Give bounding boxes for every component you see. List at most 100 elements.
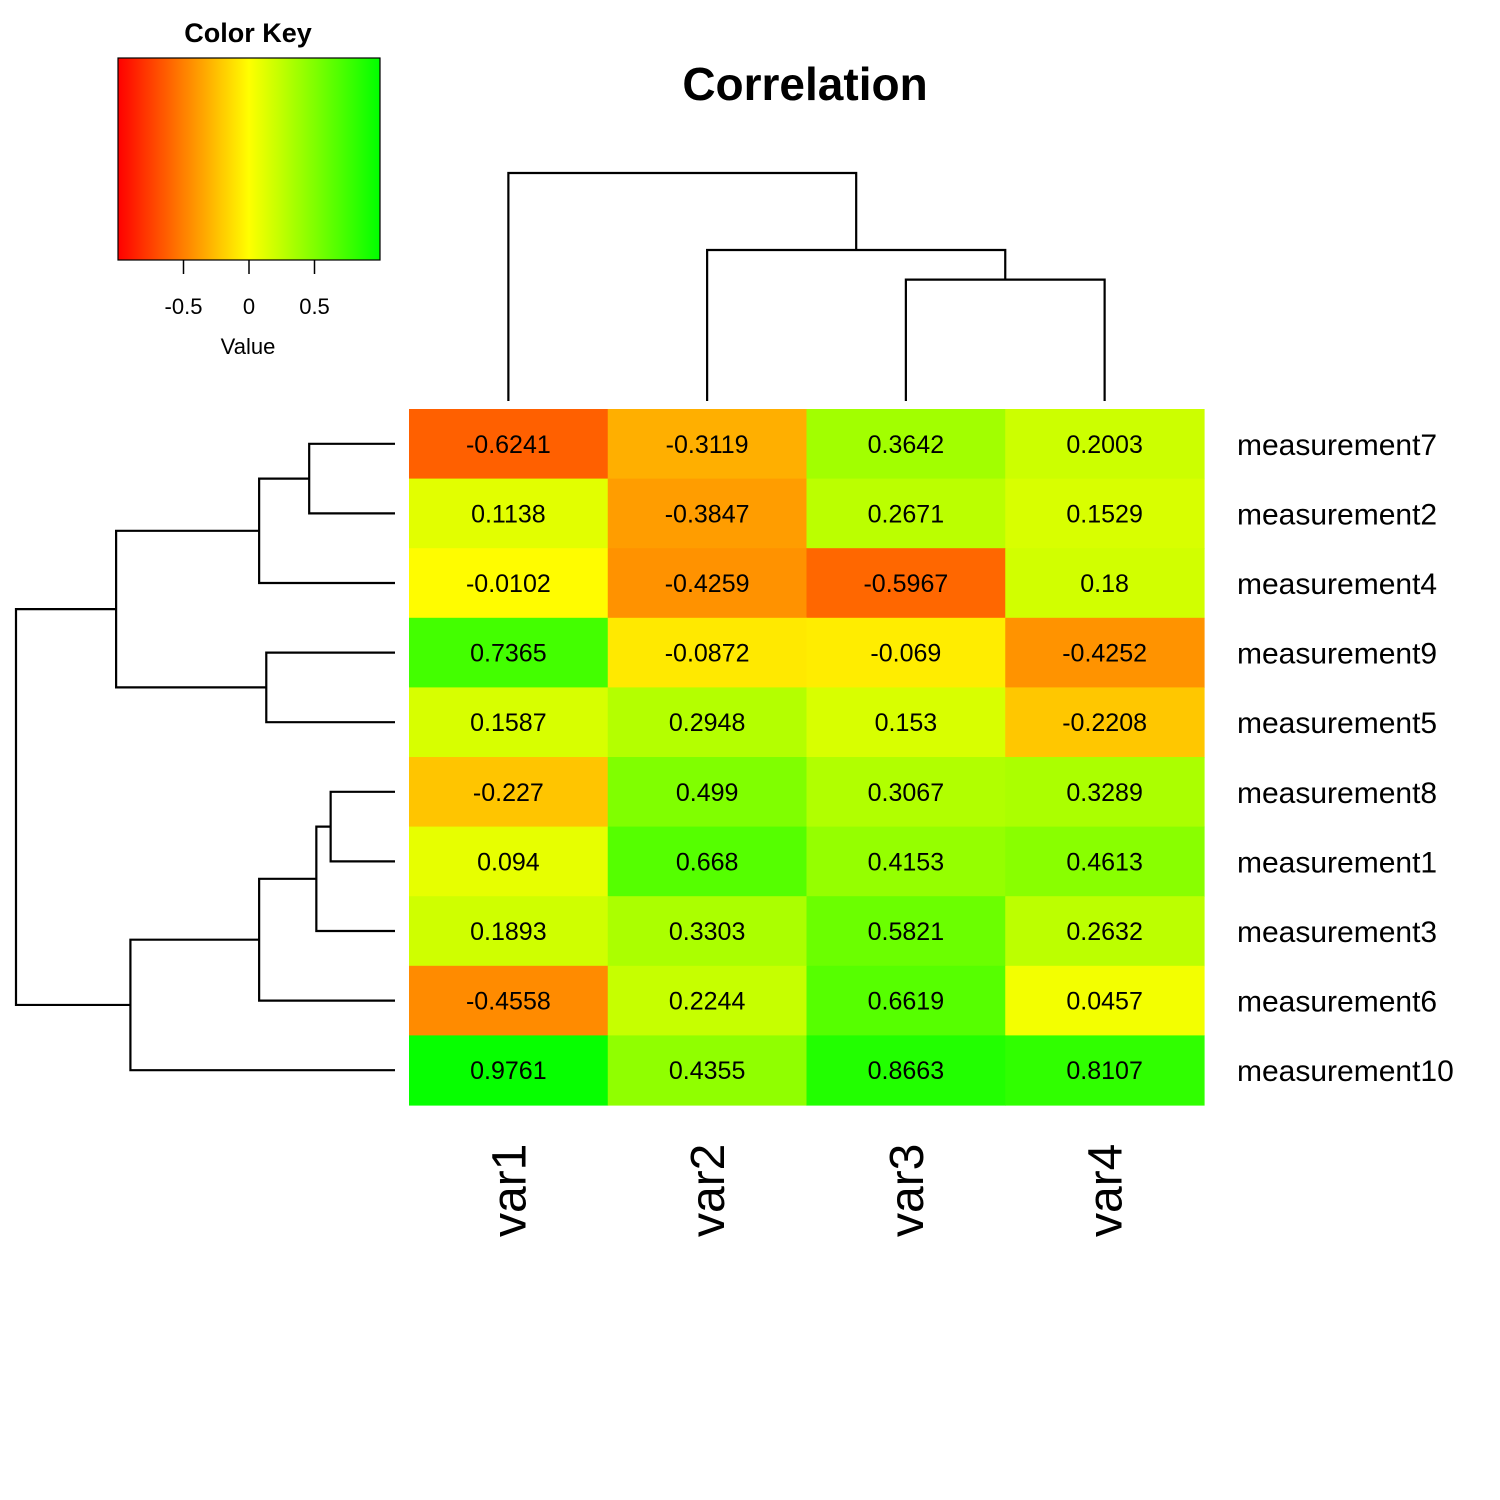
cell-value-label: -0.0872	[665, 640, 750, 668]
cell-value-label: 0.668	[676, 848, 739, 876]
heatmap-cells: -0.6241 -0.3119 0.3642 0.2003 0.1138 -0.3847 0…	[409, 409, 1205, 1106]
heatmap-cell	[409, 548, 609, 619]
heatmap-cell	[607, 896, 808, 967]
heatmap-cell	[806, 409, 1006, 480]
heatmap-cell	[1005, 965, 1205, 1036]
cell-value-label: 0.5821	[868, 918, 944, 946]
heatmap-cell	[1005, 409, 1205, 480]
cell-value-label: 0.2003	[1066, 431, 1142, 459]
column-label: var3	[881, 1144, 934, 1237]
row-dendrogram-branch	[129, 938, 395, 1072]
cell-value-label: 0.1893	[470, 918, 546, 946]
cell-value-label: 0.3289	[1066, 779, 1142, 807]
heatmap-cell	[1005, 617, 1205, 688]
row-label: measurement2	[1237, 498, 1437, 531]
row-dendrogram-branch	[14, 608, 131, 1007]
heatmap-cell	[806, 617, 1006, 688]
row-dendrogram-branch	[265, 651, 395, 724]
cell-value-label: 0.2671	[868, 500, 944, 528]
cell-value-label: -0.5967	[863, 570, 948, 598]
heatmap-cell	[1005, 1035, 1205, 1106]
cell-value-label: 0.1138	[471, 500, 546, 528]
chart-title: Correlation	[682, 58, 927, 110]
color-key-title: Color Key	[184, 18, 312, 48]
heatmap-cell	[607, 757, 808, 828]
row-dendrogram-branch	[115, 529, 267, 689]
heatmap-cell	[806, 1035, 1006, 1106]
cell-value-label: 0.3067	[868, 779, 944, 807]
cell-value-label: 0.3303	[669, 918, 745, 946]
cell-value-label: 0.4355	[669, 1057, 745, 1085]
column-dendrogram-branch	[507, 171, 858, 401]
column-dendrogram-branch	[706, 248, 1007, 401]
row-dendrogram-branch	[258, 477, 395, 585]
heatmap-cell	[409, 896, 609, 967]
cell-value-label: 0.7365	[470, 640, 546, 668]
cell-value-label: -0.3847	[665, 500, 750, 528]
heatmap-cell	[607, 826, 808, 897]
row-dendrogram-branch	[329, 790, 395, 863]
column-label: var2	[682, 1144, 735, 1237]
heatmap-cell	[607, 478, 808, 549]
row-label: measurement8	[1237, 777, 1437, 810]
cell-value-label: 0.6619	[868, 988, 944, 1016]
heatmap-cell	[607, 1035, 808, 1106]
cell-value-label: 0.4613	[1066, 848, 1142, 876]
cell-value-label: 0.153	[875, 709, 938, 737]
cell-value-label: 0.9761	[470, 1057, 546, 1085]
row-labels: measurement7 measurement2 measurement4 meas…	[1237, 429, 1454, 1088]
heatmap-cell	[409, 478, 609, 549]
cell-value-label: 0.094	[477, 848, 540, 876]
heatmap-cell	[1005, 478, 1205, 549]
row-label: measurement4	[1237, 568, 1437, 601]
heatmap-cell	[806, 826, 1006, 897]
color-key: Color Key -0.5 0 0.5 Value	[117, 18, 381, 359]
heatmap-cell	[1005, 826, 1205, 897]
cell-value-label: -0.0102	[466, 570, 551, 598]
cell-value-label: -0.2208	[1062, 709, 1147, 737]
row-label: measurement10	[1237, 1055, 1454, 1088]
heatmap-cell	[409, 617, 609, 688]
cell-value-label: 0.2632	[1066, 918, 1142, 946]
cell-value-label: 0.3642	[868, 431, 944, 459]
row-label: measurement1	[1237, 846, 1437, 879]
row-label: measurement6	[1237, 986, 1437, 1019]
heatmap-cell	[607, 687, 808, 758]
cell-value-label: 0.1587	[470, 709, 546, 737]
heatmap-cell	[806, 965, 1006, 1036]
row-label: measurement9	[1237, 638, 1437, 671]
cell-value-label: -0.227	[473, 779, 544, 807]
column-label: var4	[1080, 1144, 1133, 1237]
heatmap-cell	[409, 757, 609, 828]
row-label: measurement5	[1237, 707, 1437, 740]
column-dendrogram	[507, 171, 1106, 401]
color-key-tick-label: -0.5	[165, 294, 203, 319]
cell-value-label: 0.2244	[669, 988, 746, 1016]
heatmap-cell	[1005, 548, 1205, 619]
cell-value-label: -0.4558	[466, 988, 551, 1016]
color-key-tick-label: 0.5	[299, 294, 330, 319]
column-label: var1	[483, 1144, 536, 1237]
color-key-axis: -0.5 0 0.5	[165, 260, 330, 319]
cell-value-label: 0.8663	[868, 1057, 944, 1085]
cell-value-label: -0.3119	[666, 431, 749, 459]
heatmap-cell	[1005, 687, 1205, 758]
heatmap-cell	[607, 617, 808, 688]
cell-value-label: -0.6241	[466, 431, 551, 459]
heatmap-cell	[806, 757, 1006, 828]
row-dendrogram-branch	[308, 442, 395, 515]
cell-value-label: 0.4153	[868, 848, 944, 876]
cell-value-label: 0.2948	[669, 709, 745, 737]
cell-value-label: -0.4252	[1062, 640, 1147, 668]
row-dendrogram	[14, 442, 395, 1072]
cell-value-label: 0.499	[676, 779, 739, 807]
row-label: measurement3	[1237, 916, 1437, 949]
heatmap-cell	[607, 965, 808, 1036]
heatmap-cell	[409, 687, 609, 758]
color-key-xlabel: Value	[221, 334, 276, 359]
cell-value-label: -0.4259	[665, 570, 750, 598]
row-label: measurement7	[1237, 429, 1437, 462]
cell-value-label: 0.18	[1080, 570, 1129, 598]
heatmap-cell	[409, 826, 609, 897]
